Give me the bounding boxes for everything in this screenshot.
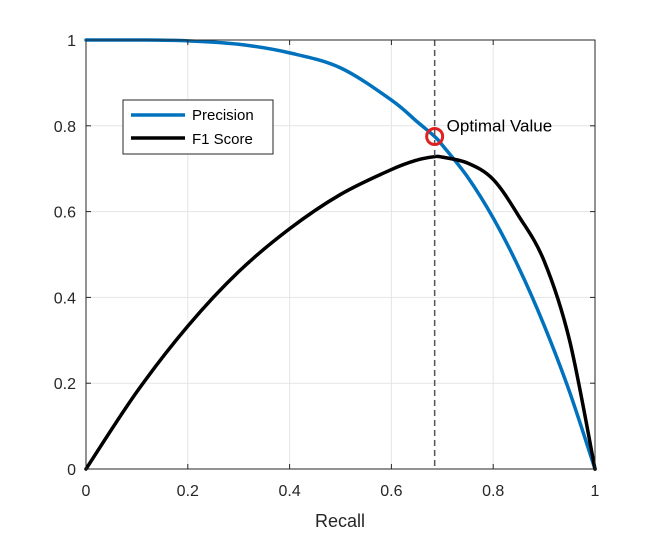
series-line-precision (84, 38, 597, 471)
x-tick-label: 0.8 (482, 483, 504, 500)
x-axis-title: Recall (315, 511, 365, 531)
legend-label-f1-score: F1 Score (192, 131, 253, 148)
y-tick-label: 0.4 (54, 290, 76, 307)
x-tick-label: 0 (82, 483, 91, 500)
x-tick-label: 0.2 (177, 483, 199, 500)
y-tick-label: 0 (67, 462, 76, 479)
y-tick-label: 0.6 (54, 205, 76, 222)
plot-frame (85, 39, 596, 470)
optimal-value-annotation: Optimal Value (447, 117, 553, 136)
axis-ticks: 0 0.2 0.4 0.6 0.8 1 0 0.2 0.4 0.6 0.8 1 (54, 33, 600, 500)
series-line-f1-score (84, 154, 597, 471)
series-lines (84, 38, 597, 471)
x-tick-label: 0.6 (380, 483, 402, 500)
y-tick-label: 0.8 (54, 119, 76, 136)
x-tick-label: 0.4 (278, 483, 300, 500)
y-tick-label: 0.2 (54, 376, 76, 393)
grid (85, 39, 596, 470)
legend-box (122, 99, 274, 155)
y-tick-label: 1 (67, 33, 76, 50)
legend: Precision F1 Score (122, 99, 274, 155)
legend-label-precision: Precision (192, 107, 254, 124)
optimal-value-marker (425, 127, 445, 147)
x-tick-label: 1 (591, 483, 600, 500)
